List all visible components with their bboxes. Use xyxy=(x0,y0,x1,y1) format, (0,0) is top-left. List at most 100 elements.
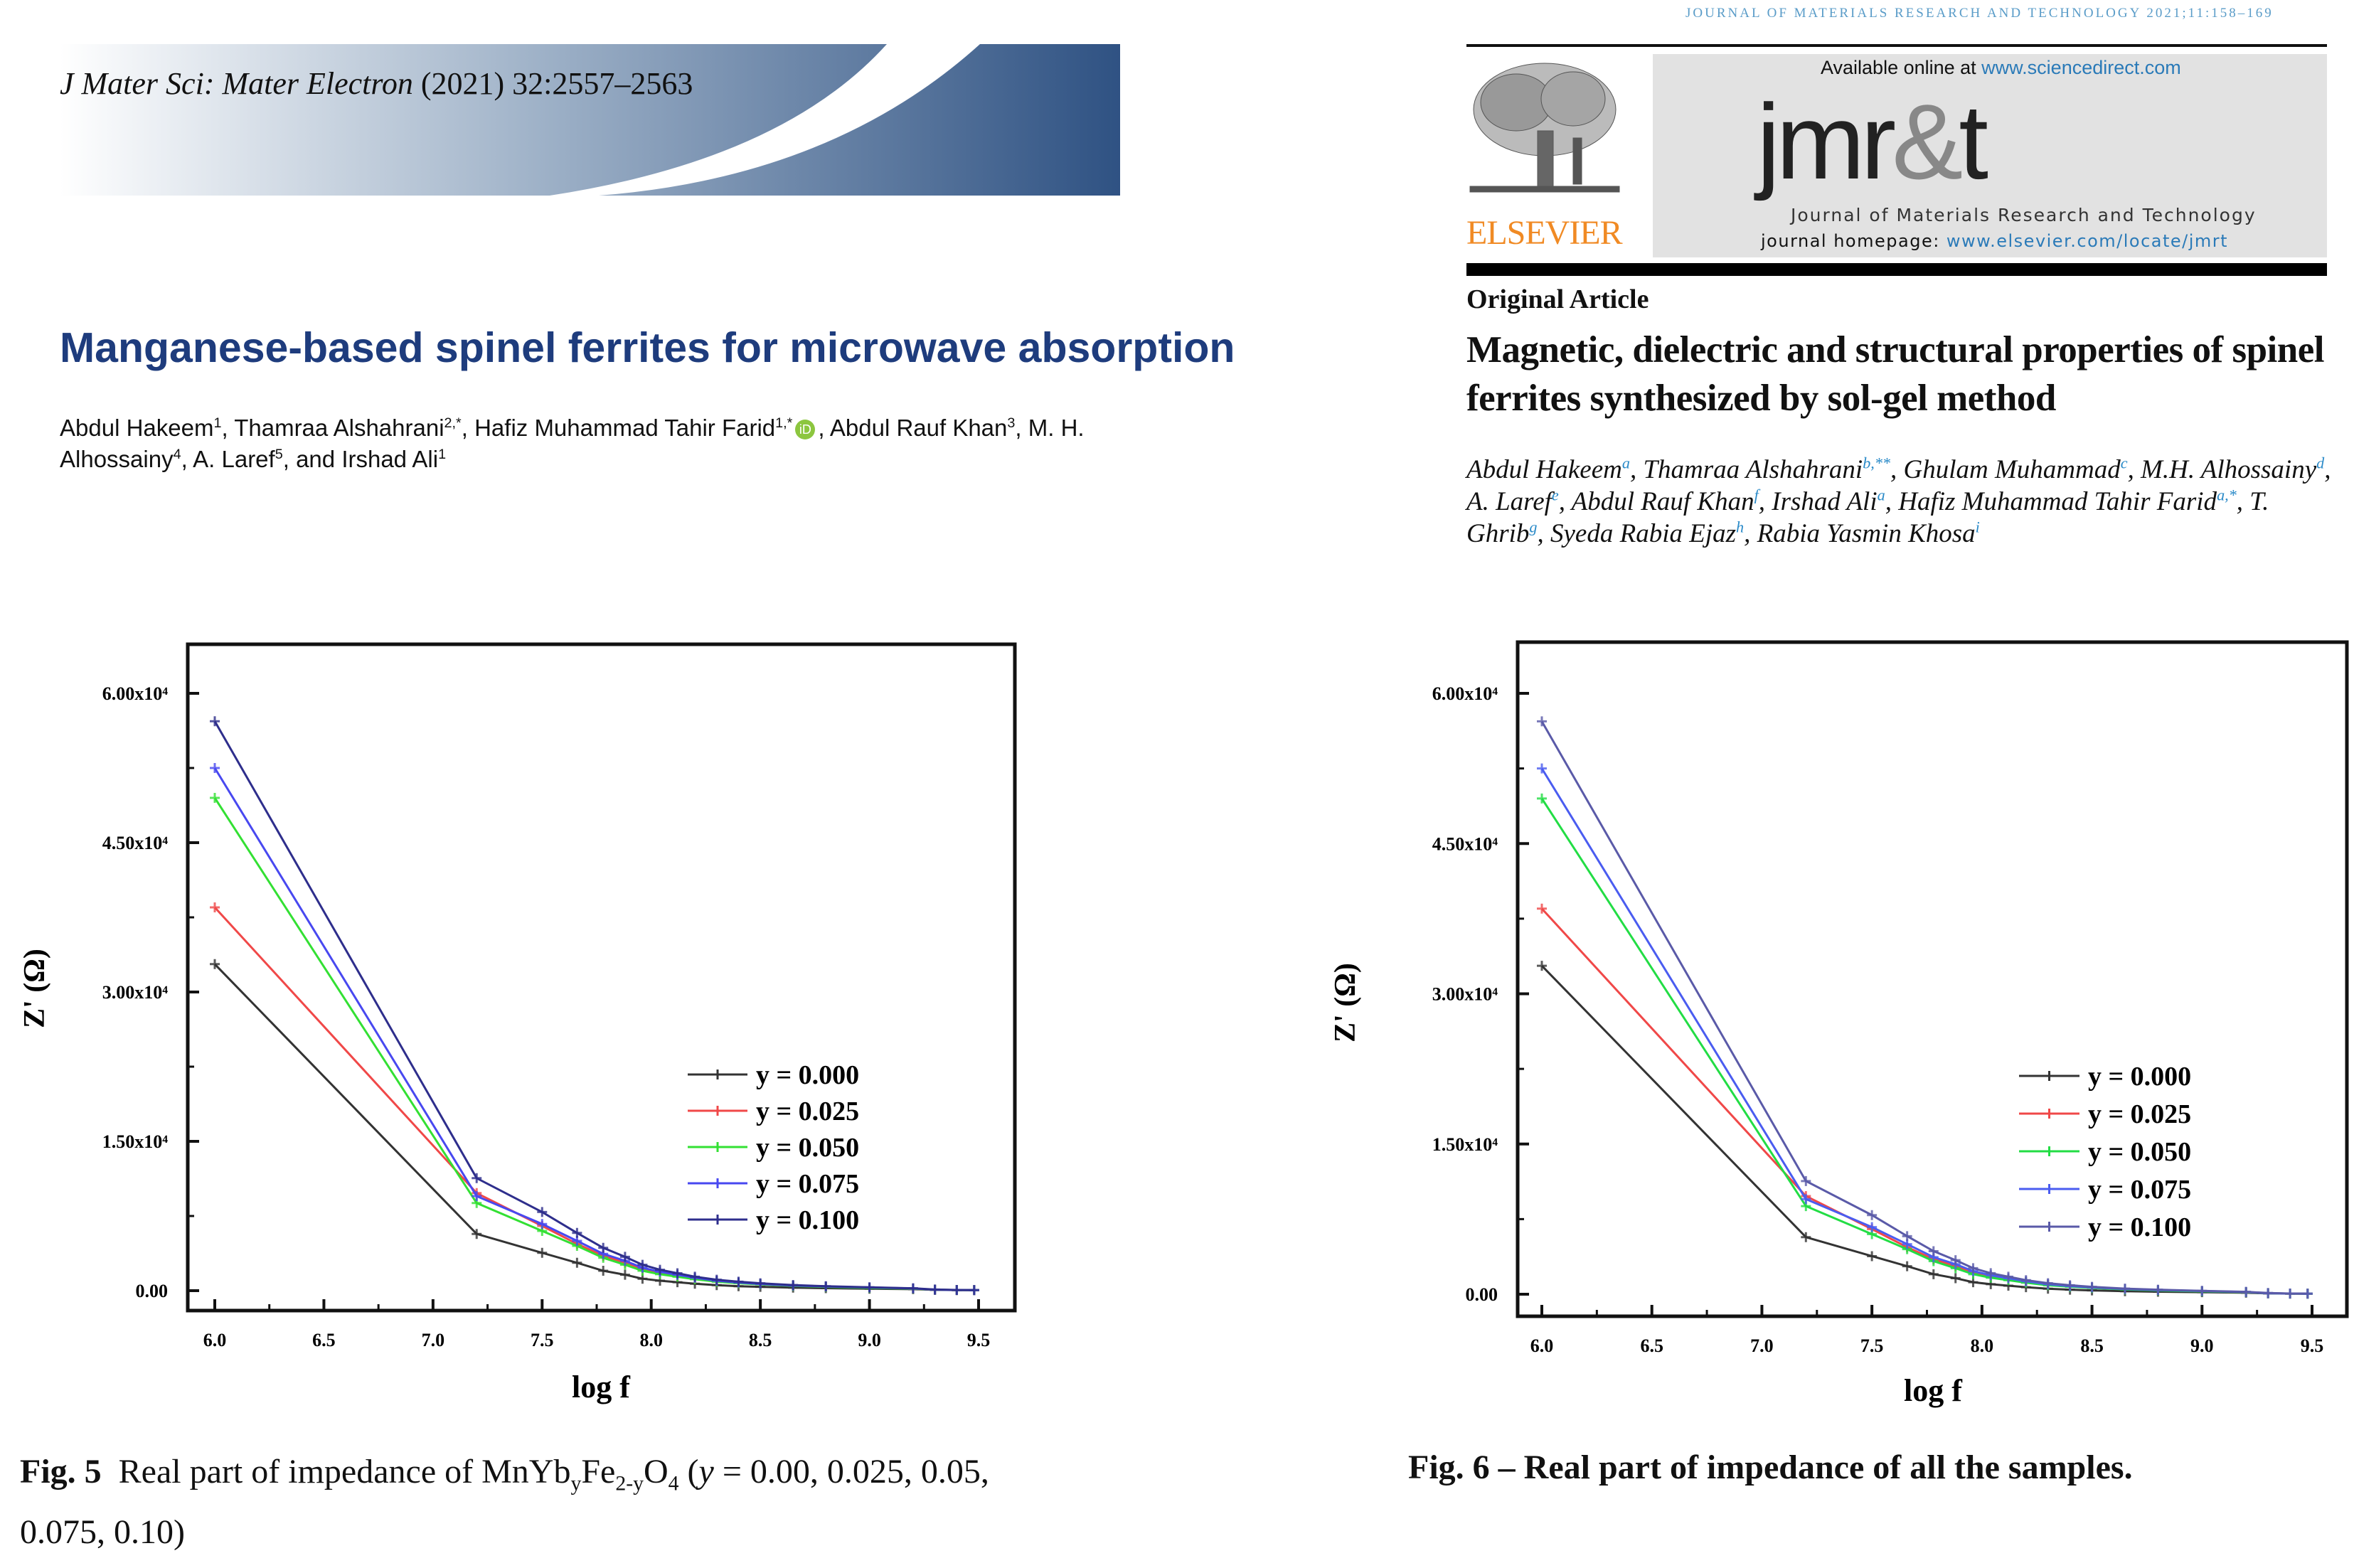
logo-t: t xyxy=(1959,82,1988,201)
journal-masthead xyxy=(1653,54,2327,257)
affiliation-marker[interactable]: g xyxy=(1529,518,1538,536)
caption-label: Fig. 6 xyxy=(1408,1449,1490,1486)
series-y-0-100: y = 0.100 xyxy=(210,716,979,1296)
data-point xyxy=(537,1207,548,1217)
data-point xyxy=(210,763,220,773)
chart-1: 6.0 6.5 7.0 7.5 8.0 8.5 9.0 9.5 0.00 1.50x10⁴ 3.00… xyxy=(18,642,1017,1404)
data-point xyxy=(2087,1281,2097,1292)
data-point xyxy=(1537,903,1547,914)
banner-swoosh xyxy=(550,44,980,196)
author-name: Hafiz Muhammad Tahir Farid xyxy=(1898,487,2217,516)
data-point xyxy=(2020,1275,2031,1286)
author: Abdul Rauf Khanf xyxy=(1572,487,1759,516)
data-point xyxy=(1867,1210,1878,1220)
data-point xyxy=(1801,1194,1811,1205)
affiliation-marker[interactable]: f xyxy=(1754,486,1759,504)
author: Hafiz Muhammad Tahir Farid1,* iD xyxy=(474,415,818,441)
data-point xyxy=(2197,1286,2207,1296)
data-point xyxy=(2302,1289,2313,1299)
legend-label: y = 0.050 xyxy=(2088,1137,2191,1167)
affiliation-marker[interactable]: c xyxy=(2120,454,2128,472)
author: M. H. Alhossainy4 xyxy=(60,415,1085,472)
author-name: Hafiz Muhammad Tahir Farid xyxy=(474,415,776,441)
author-name: Ghulam Muhammad xyxy=(1903,455,2121,484)
affiliation-marker[interactable]: 4 xyxy=(173,447,181,462)
affiliation-marker[interactable]: 1,* xyxy=(775,415,793,431)
x-tick-label: 9.0 xyxy=(858,1330,881,1350)
affiliation-marker[interactable]: i xyxy=(1975,518,1980,536)
legend-marker xyxy=(2044,1071,2055,1081)
author-name: Irshad Ali xyxy=(1772,487,1878,516)
data-point xyxy=(1537,961,1547,971)
chart-2: 6.0 6.5 7.0 7.5 8.0 8.5 9.0 9.5 0.00 1.50x10⁴ 3.00… xyxy=(1329,640,2349,1408)
affiliation-marker[interactable]: 1 xyxy=(438,447,447,462)
masthead-rule xyxy=(1466,263,2327,276)
author: Abdul Rauf Khan3 xyxy=(830,415,1016,441)
data-point xyxy=(1537,716,1547,727)
data-point xyxy=(1801,1232,1811,1242)
affiliation-marker[interactable]: e xyxy=(1551,486,1559,504)
series-line xyxy=(1540,798,2308,1295)
author: Abdul Hakeem1 xyxy=(60,415,221,441)
available-online: Available online at www.sciencedirect.co… xyxy=(1821,57,2181,79)
author: Thamraa Alshahranib,** xyxy=(1643,455,1890,484)
caption-text: O xyxy=(644,1453,669,1490)
sciencedirect-link[interactable]: www.sciencedirect.com xyxy=(1981,57,2181,78)
y-tick-label: 0.00 xyxy=(1466,1284,1498,1305)
author-name: Thamraa Alshahrani xyxy=(1643,455,1863,484)
affiliation-marker[interactable]: 1 xyxy=(213,415,222,431)
data-point xyxy=(2043,1278,2053,1289)
running-header: JOURNAL OF MATERIALS RESEARCH AND TECHNO… xyxy=(1685,6,2274,21)
data-point xyxy=(1902,1231,1912,1242)
data-point xyxy=(472,1229,482,1239)
x-axis-title: log f xyxy=(572,1370,631,1404)
affiliation-marker[interactable]: a xyxy=(1877,486,1885,504)
data-point xyxy=(210,959,220,969)
author-name: Thamraa Alshahrani xyxy=(234,415,444,441)
y-axis-title: Z' (Ω) xyxy=(18,949,51,1028)
author-name: Irshad Ali xyxy=(341,446,439,472)
data-point xyxy=(572,1227,582,1238)
series-line xyxy=(213,797,974,1291)
author: T. Ghribg xyxy=(1466,487,2269,548)
journal-homepage: journal homepage: www.elsevier.com/locat… xyxy=(1761,230,2228,252)
data-point xyxy=(733,1276,744,1287)
legend-marker xyxy=(713,1142,723,1152)
author: Irshad Ali1 xyxy=(341,446,446,472)
data-point xyxy=(1986,1268,1996,1279)
data-point xyxy=(537,1219,548,1230)
x-tick-label: 9.5 xyxy=(2301,1335,2324,1356)
data-point xyxy=(472,1173,482,1183)
homepage-link[interactable]: www.elsevier.com/locate/jmrt xyxy=(1946,231,2229,251)
author: A. Larefe xyxy=(1466,487,1559,516)
author-list: Abdul Hakeem1, Thamraa Alshahrani2,*, Ha… xyxy=(60,415,1085,472)
data-point xyxy=(821,1281,831,1291)
y-tick-label: 6.00x10⁴ xyxy=(1432,683,1498,704)
affiliation-marker[interactable]: a,* xyxy=(2217,486,2237,504)
affiliation-marker[interactable]: b,** xyxy=(1863,454,1891,472)
right-heading-block: Magnetic, dielectric and structural prop… xyxy=(1466,326,2352,550)
data-point xyxy=(2153,1284,2163,1295)
data-point xyxy=(472,1191,482,1201)
x-tick-label: 7.5 xyxy=(1860,1335,1884,1356)
x-tick-label: 7.5 xyxy=(531,1330,554,1350)
jmrt-logo: jmr&t xyxy=(1757,81,1988,202)
series-line xyxy=(213,767,974,1291)
affiliation-marker[interactable]: h xyxy=(1736,518,1745,536)
orcid-icon[interactable]: iD xyxy=(795,420,816,440)
legend-label: y = 0.000 xyxy=(756,1060,859,1090)
affiliation-marker[interactable]: 5 xyxy=(275,447,283,462)
affiliation-marker[interactable]: d xyxy=(2316,454,2325,472)
caption-var: y xyxy=(698,1453,714,1490)
affiliation-marker[interactable]: a xyxy=(1621,454,1630,472)
legend-label: y = 0.075 xyxy=(2088,1175,2191,1205)
series-line xyxy=(1540,767,2308,1295)
affiliation-marker[interactable]: 3 xyxy=(1007,415,1016,431)
affiliation-marker[interactable]: 2,* xyxy=(444,415,462,431)
y-tick-label: 0.00 xyxy=(136,1281,169,1301)
legend-label: y = 0.075 xyxy=(756,1169,859,1199)
data-point xyxy=(1801,1175,1811,1186)
data-point xyxy=(2263,1288,2274,1298)
author-name: A. Laref xyxy=(193,446,275,472)
series-line xyxy=(213,720,974,1291)
